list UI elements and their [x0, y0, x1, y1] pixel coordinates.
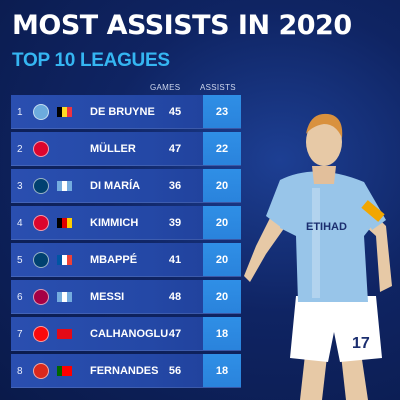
player-name: MÜLLER — [90, 143, 136, 155]
assists-value: 22 — [215, 143, 229, 155]
player-name: FERNANDES — [90, 365, 159, 377]
player-name: DI MARÍA — [90, 180, 141, 192]
barcelona-crest — [33, 289, 49, 305]
games-value: 41 — [168, 254, 182, 266]
table-row: 2 MÜLLER 47 22 — [11, 132, 241, 166]
games-value: 45 — [168, 106, 182, 118]
psg-crest — [33, 178, 49, 194]
country-flag-icon — [57, 218, 72, 228]
table-row: 3 DI MARÍA 36 20 — [11, 169, 241, 203]
page-title: MOST ASSISTS IN 2020 — [12, 10, 352, 41]
table-row: 7 CALHANOGLU 47 18 — [11, 317, 241, 351]
table-row: 5 MBAPPÉ 41 20 — [11, 243, 241, 277]
assists-value: 23 — [215, 106, 229, 118]
bayern-crest — [33, 215, 49, 231]
assists-value: 18 — [215, 328, 229, 340]
assists-value: 20 — [215, 217, 229, 229]
assists-cell: 20 — [203, 206, 241, 239]
games-value: 47 — [168, 143, 182, 155]
table-row: 4 KIMMICH 39 20 — [11, 206, 241, 240]
table-row: 6 MESSI 48 20 — [11, 280, 241, 314]
assists-cell: 18 — [203, 354, 241, 387]
player-name: MESSI — [90, 291, 125, 303]
assists-value: 20 — [215, 180, 229, 192]
rank-number: 3 — [17, 181, 23, 192]
country-flag-icon — [57, 292, 72, 302]
assists-value: 20 — [215, 254, 229, 266]
assists-cell: 20 — [203, 243, 241, 276]
assists-value: 18 — [215, 365, 229, 377]
assists-cell: 20 — [203, 280, 241, 313]
rank-number: 4 — [17, 218, 23, 229]
assists-cell: 23 — [203, 95, 241, 128]
assists-cell: 18 — [203, 317, 241, 350]
games-column-header: GAMES — [150, 83, 181, 92]
bayern-crest — [33, 141, 49, 157]
psg-crest — [33, 252, 49, 268]
games-value: 48 — [168, 291, 182, 303]
games-value: 47 — [168, 328, 182, 340]
table-row: 1 DE BRUYNE 45 23 — [11, 95, 241, 129]
player-photo: 17 ETIHAD — [244, 113, 392, 400]
rank-number: 6 — [17, 292, 23, 303]
man-united-crest — [33, 363, 49, 379]
svg-text:17: 17 — [352, 335, 370, 352]
games-value: 39 — [168, 217, 182, 229]
player-name: KIMMICH — [90, 217, 139, 229]
assists-cell: 22 — [203, 132, 241, 165]
player-name: DE BRUYNE — [90, 106, 155, 118]
rank-number: 1 — [17, 107, 23, 118]
rank-number: 8 — [17, 366, 23, 377]
assists-cell: 20 — [203, 169, 241, 202]
country-flag-icon — [57, 255, 72, 265]
svg-text:ETIHAD: ETIHAD — [306, 221, 347, 233]
assists-column-header: ASSISTS — [200, 83, 236, 92]
rank-number: 7 — [17, 329, 23, 340]
page-subtitle: TOP 10 LEAGUES — [12, 50, 170, 71]
country-flag-icon — [57, 107, 72, 117]
games-value: 56 — [168, 365, 182, 377]
milan-crest — [33, 326, 49, 342]
country-flag-icon — [57, 366, 72, 376]
man-city-crest — [33, 104, 49, 120]
table-row: 8 FERNANDES 56 18 — [11, 354, 241, 388]
country-flag-icon — [57, 181, 72, 191]
player-name: MBAPPÉ — [90, 254, 138, 266]
games-value: 36 — [168, 180, 182, 192]
player-name: CALHANOGLU — [90, 328, 169, 340]
rank-number: 2 — [17, 144, 23, 155]
rank-number: 5 — [17, 255, 23, 266]
assists-value: 20 — [215, 291, 229, 303]
country-flag-icon — [57, 329, 72, 339]
